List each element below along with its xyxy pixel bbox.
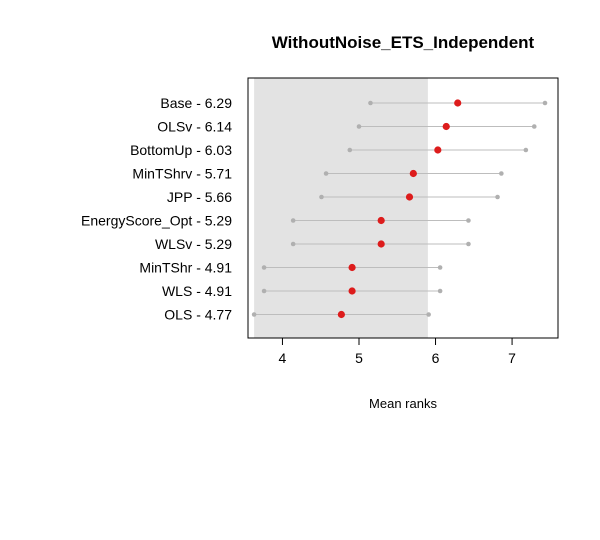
interval-lower-point — [347, 147, 353, 153]
x-axis: 4 5 6 7 — [279, 337, 516, 366]
mean-rank-point — [434, 146, 442, 154]
interval-upper-point — [495, 194, 500, 200]
method-label: JPP - 5.66 — [167, 189, 232, 205]
interval-upper-point — [523, 147, 529, 153]
mean-rank-point — [337, 310, 345, 319]
x-tick-label: 7 — [508, 350, 516, 366]
method-row — [290, 216, 471, 225]
interval-lower-point — [290, 218, 296, 223]
interval-lower-point — [319, 194, 324, 200]
method-row — [251, 310, 431, 319]
y-axis-labels: Base - 6.29 OLSv - 6.14 BottomUp - 6.03 Min… — [81, 95, 232, 323]
method-row — [368, 99, 548, 107]
x-tick-label: 6 — [432, 350, 440, 366]
method-row — [356, 122, 537, 131]
interval-lower-point — [251, 312, 257, 317]
mean-rank-point — [454, 99, 462, 107]
chart-title: WithoutNoise_ETS_Independent — [272, 33, 535, 52]
method-label: WLSv - 5.29 — [155, 236, 232, 252]
method-row — [323, 169, 504, 178]
interval-upper-point — [466, 241, 471, 247]
mean-rank-point — [377, 216, 385, 225]
interval-upper-point — [437, 288, 443, 294]
method-label: Base - 6.29 — [160, 95, 232, 111]
mean-rank-point — [348, 287, 356, 295]
method-label: WLS - 4.91 — [162, 283, 232, 299]
interval-upper-point — [499, 171, 504, 176]
method-label: BottomUp - 6.03 — [130, 142, 232, 158]
method-label: MinTShrv - 5.71 — [132, 166, 232, 182]
mean-rank-point — [442, 122, 450, 131]
method-row — [319, 193, 500, 201]
mean-rank-point — [377, 240, 385, 248]
mean-rank-point — [409, 169, 417, 178]
interval-upper-point — [437, 265, 443, 270]
method-label: OLSv - 6.14 — [157, 119, 232, 135]
interval-upper-point — [531, 124, 537, 129]
method-row — [290, 240, 471, 248]
method-row — [261, 263, 443, 272]
interval-upper-point — [466, 218, 471, 223]
critical-interval-region — [254, 78, 428, 338]
interval-upper-point — [542, 100, 548, 106]
method-intervals — [251, 99, 548, 319]
method-row — [347, 146, 529, 154]
interval-lower-point — [261, 265, 267, 270]
mean-rank-point — [405, 193, 414, 201]
x-tick-label: 5 — [355, 350, 363, 366]
interval-lower-point — [290, 241, 296, 247]
interval-lower-point — [261, 288, 267, 294]
method-label: MinTShr - 4.91 — [139, 260, 232, 276]
mean-rank-point — [348, 263, 356, 272]
interval-lower-point — [368, 100, 373, 106]
method-label: EnergyScore_Opt - 5.29 — [81, 213, 232, 229]
x-tick-label: 4 — [279, 350, 287, 366]
method-label: OLS - 4.77 — [164, 307, 232, 323]
interval-upper-point — [426, 312, 431, 317]
interval-lower-point — [323, 171, 329, 176]
x-axis-label: Mean ranks — [369, 396, 437, 411]
method-row — [261, 287, 443, 295]
interval-lower-point — [356, 124, 362, 129]
